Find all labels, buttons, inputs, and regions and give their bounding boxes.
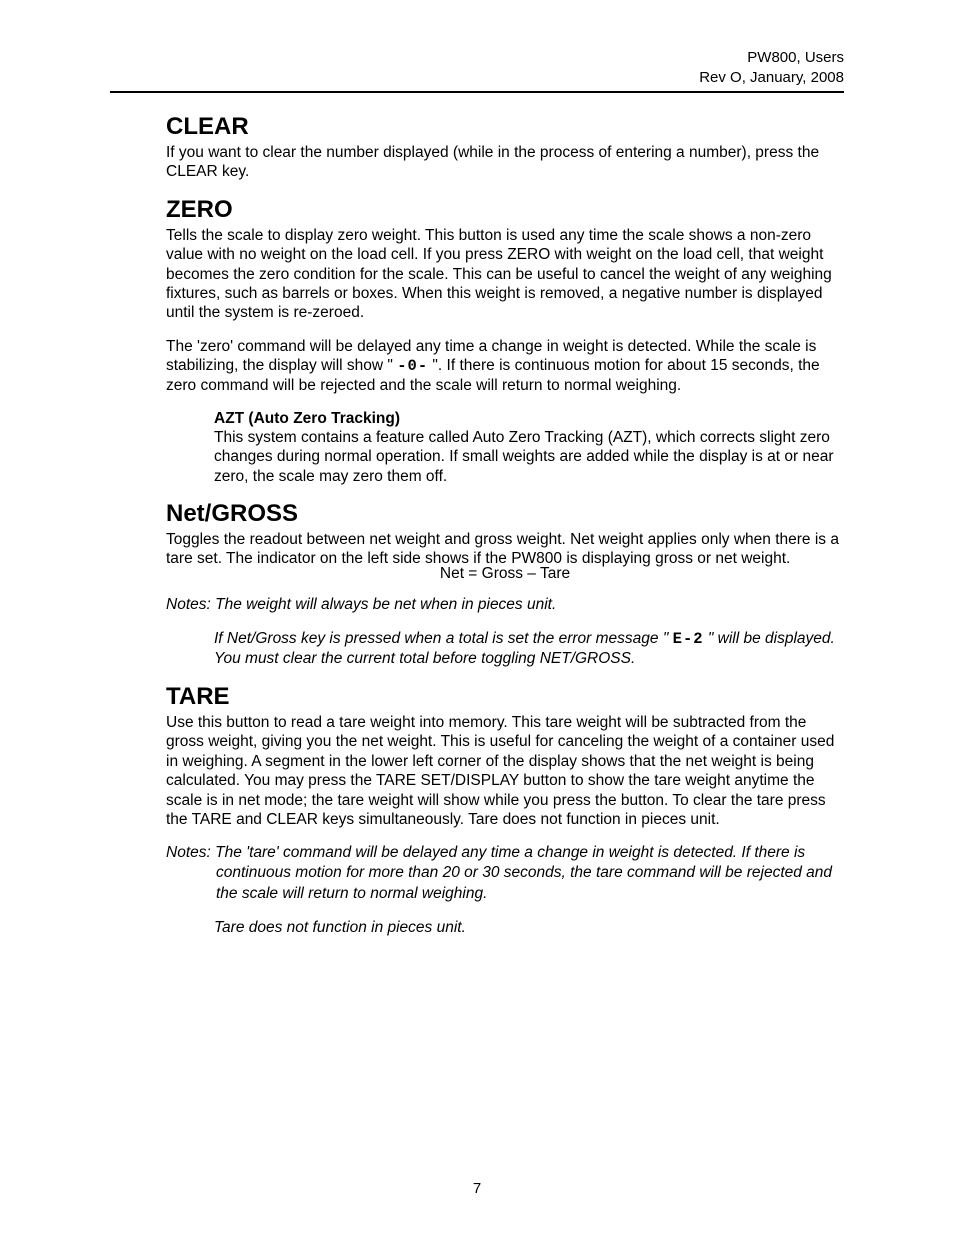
page-number: 7: [0, 1180, 954, 1197]
section-zero-body2: The 'zero' command will be delayed any t…: [166, 337, 844, 396]
azt-heading: AZT (Auto Zero Tracking): [214, 410, 844, 428]
tare-note2: Tare does not function in pieces unit.: [166, 918, 844, 938]
netgross-note2-wrap: If Net/Gross key is pressed when a total…: [166, 629, 844, 669]
header-line-1: PW800, Users: [110, 48, 844, 68]
seg-display-zero: -0-: [397, 357, 428, 375]
page-header: PW800, Users Rev O, January, 2008: [110, 48, 844, 87]
tare-note1: Notes: The 'tare' command will be delaye…: [166, 843, 844, 903]
azt-body: This system contains a feature called Au…: [214, 428, 844, 486]
section-netgross-body: Toggles the readout between net weight a…: [166, 530, 844, 569]
netgross-note1: Notes: The weight will always be net whe…: [166, 595, 844, 615]
netgross-note2-a: If Net/Gross key is pressed when a total…: [214, 630, 673, 647]
header-line-2: Rev O, January, 2008: [110, 68, 844, 88]
seg-display-e2: E-2: [673, 630, 704, 648]
page-content: CLEAR If you want to clear the number di…: [110, 113, 844, 938]
tare-note1-text: Notes: The 'tare' command will be delaye…: [166, 843, 844, 903]
section-zero-title: ZERO: [166, 196, 844, 224]
section-netgross-title: Net/GROSS: [166, 500, 844, 528]
section-clear-title: CLEAR: [166, 113, 844, 141]
tare-note2-text: Tare does not function in pieces unit.: [166, 918, 844, 938]
header-divider: [110, 91, 844, 93]
section-zero-body1: Tells the scale to display zero weight. …: [166, 226, 844, 323]
netgross-note2: If Net/Gross key is pressed when a total…: [166, 629, 844, 669]
section-tare-title: TARE: [166, 683, 844, 711]
azt-block: AZT (Auto Zero Tracking) This system con…: [166, 410, 844, 486]
section-tare-body: Use this button to read a tare weight in…: [166, 713, 844, 829]
document-page: PW800, Users Rev O, January, 2008 CLEAR …: [0, 0, 954, 1235]
section-clear-body: If you want to clear the number displaye…: [166, 143, 844, 182]
